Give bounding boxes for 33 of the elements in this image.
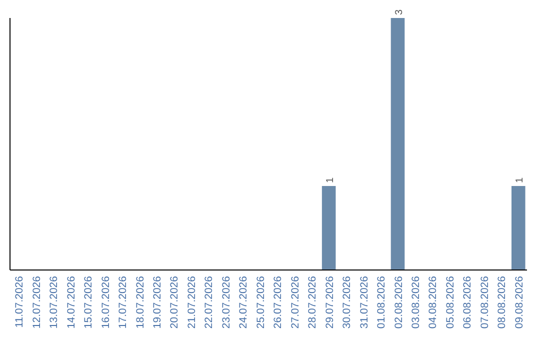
x-tick-label: 06.08.2026 [462,276,474,329]
x-tick-label: 28.07.2026 [306,276,319,329]
x-tick-label: 16.07.2026 [100,276,112,329]
x-tick-label: 17.07.2026 [117,276,130,329]
x-tick-label: 09.08.2026 [513,276,526,329]
x-tick-label: 31.07.2026 [358,276,370,329]
x-tick-label: 21.07.2026 [186,276,198,329]
x-tick-label: 23.07.2026 [220,276,232,329]
x-tick-label: 18.07.2026 [134,276,146,329]
x-tick-label: 27.07.2026 [289,276,302,329]
x-tick-label: 24.07.2026 [238,276,250,329]
x-tick-label: 03.08.2026 [410,276,422,329]
x-tick-label: 13.07.2026 [48,276,60,329]
x-tick-label: 20.07.2026 [168,276,181,329]
data-label: 3 [394,9,405,15]
x-tick-label: 25.07.2026 [254,276,267,329]
x-tick-label: 01.08.2026 [376,276,388,329]
x-tick-label: 30.07.2026 [341,276,354,329]
x-tick-label: 11.07.2026 [14,276,26,328]
x-tick-label: 12.07.2026 [30,276,43,329]
x-tick-label: 15.07.2026 [82,276,95,329]
x-tick-label: 08.08.2026 [496,276,508,329]
data-label: 1 [514,177,526,183]
data-label: 1 [324,177,336,183]
x-tick-label: 07.08.2026 [478,276,491,329]
x-tick-label: 02.08.2026 [392,276,405,329]
x-tick-label: 05.08.2026 [444,276,456,329]
x-tick-label: 26.07.2026 [272,276,284,329]
x-tick-label: 29.07.2026 [324,276,336,329]
x-tick-label: 19.07.2026 [151,276,164,329]
x-tick-label: 22.07.2026 [203,276,216,329]
x-tick-label: 14.07.2026 [65,276,78,329]
x-tick-label: 04.08.2026 [427,276,440,329]
